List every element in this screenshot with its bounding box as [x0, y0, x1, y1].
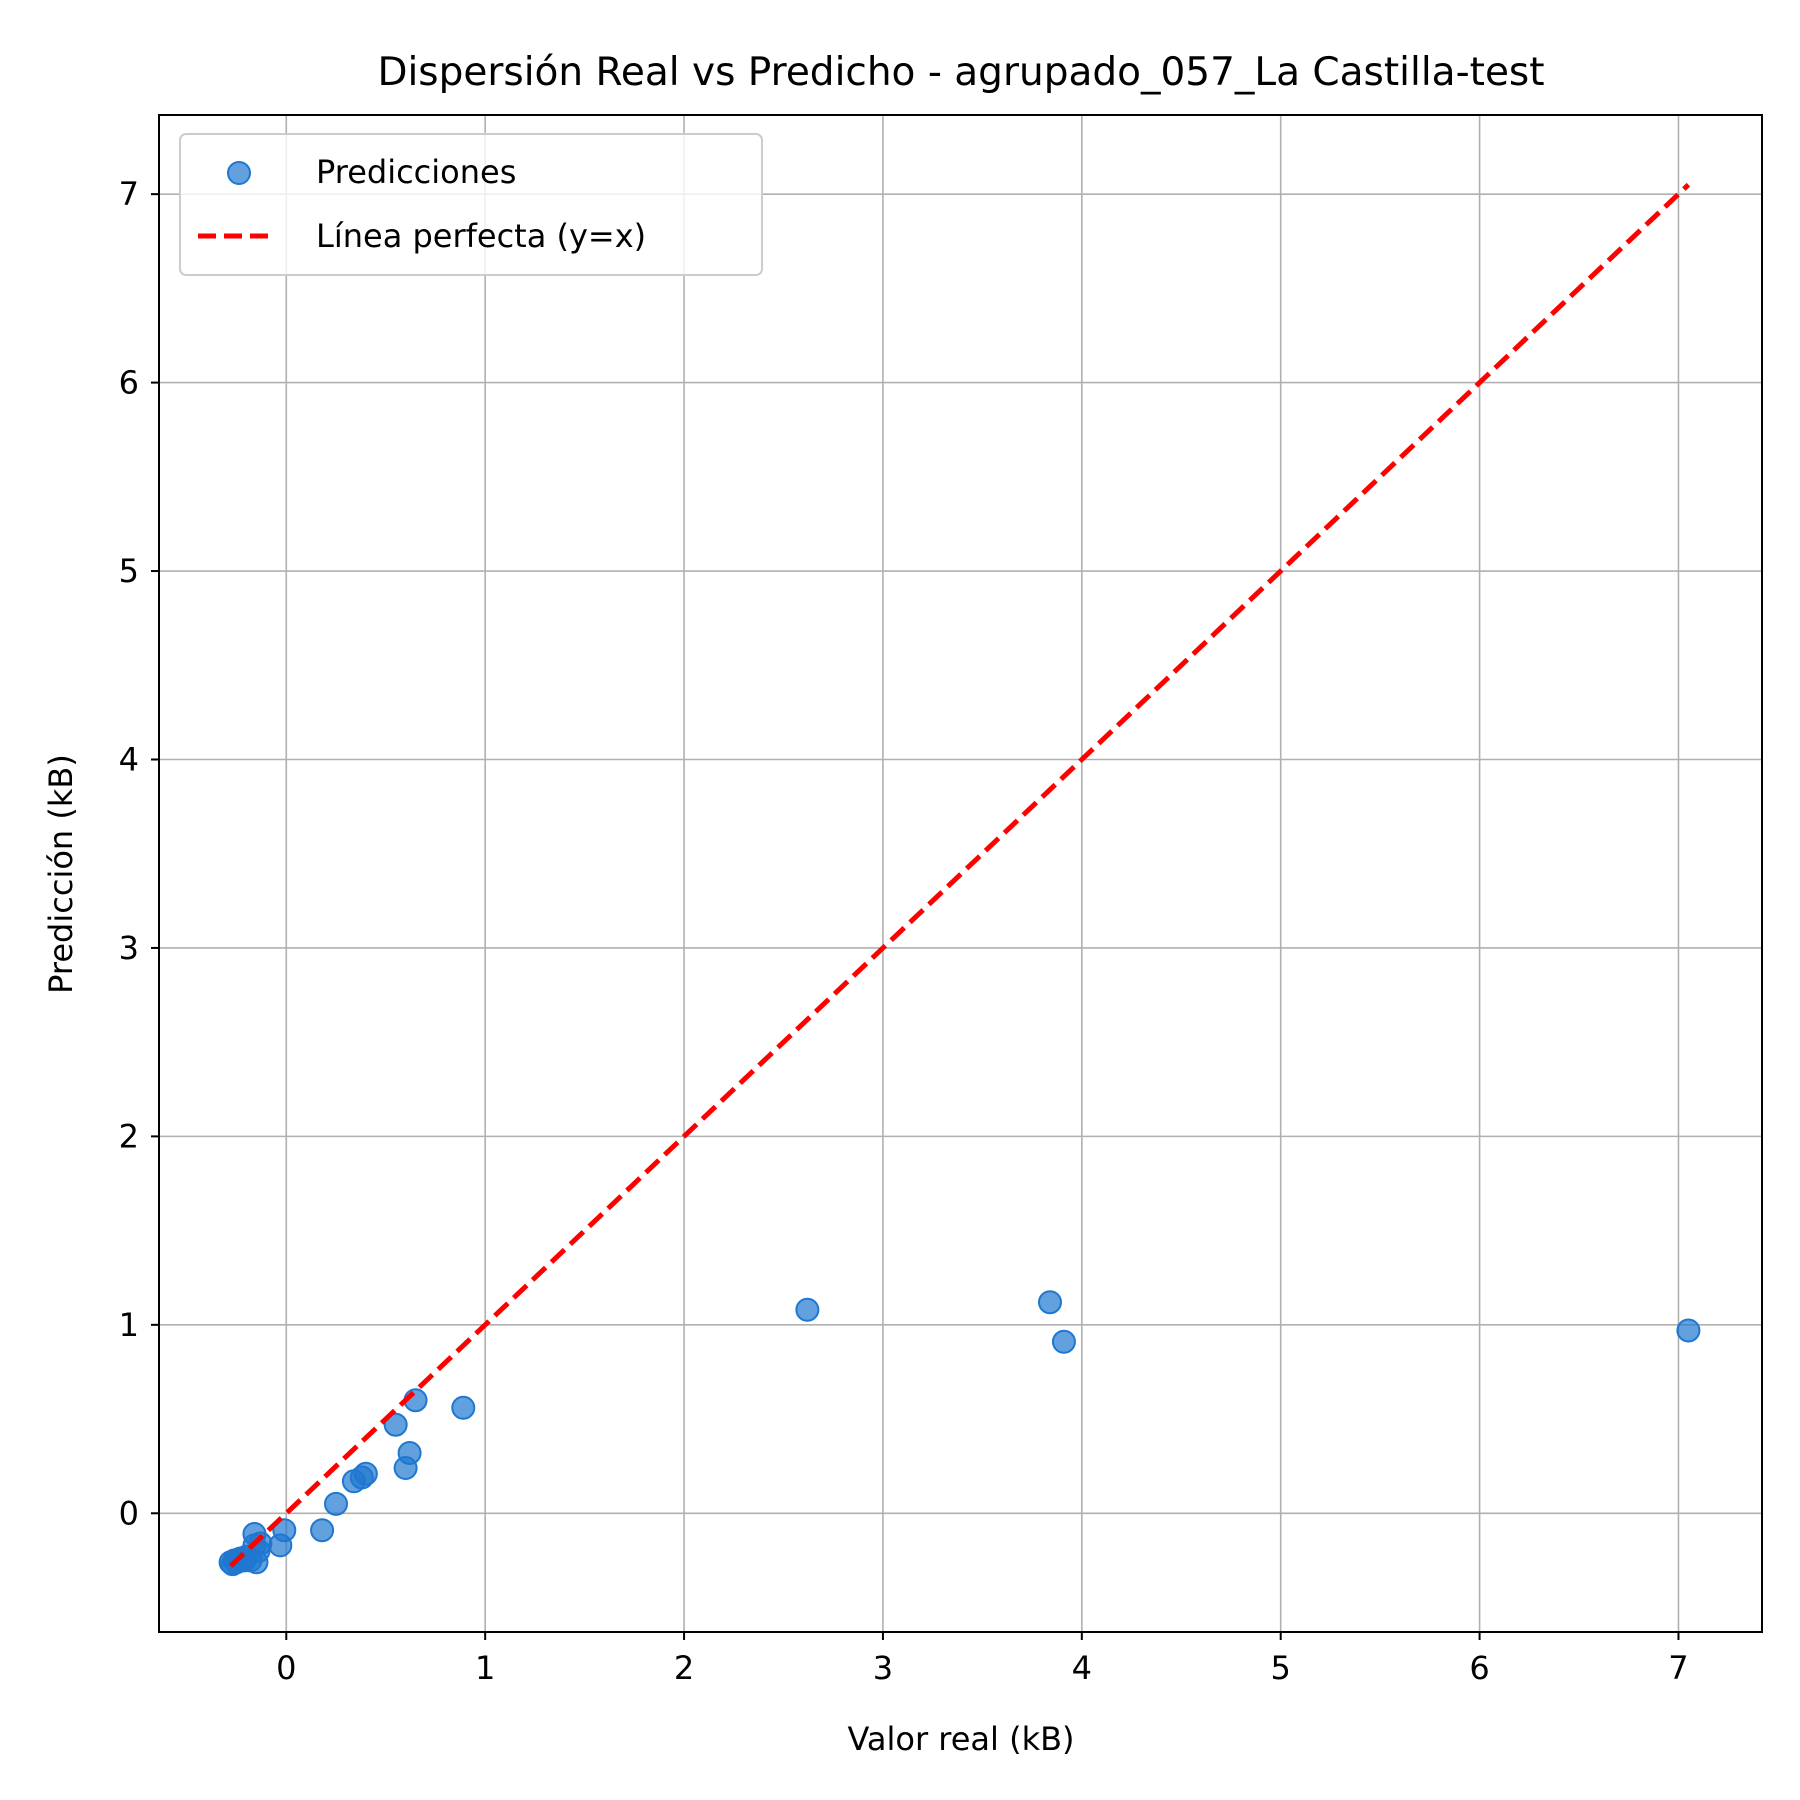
scatter-point: [272, 1518, 297, 1543]
x-tick-label: 0: [276, 1649, 296, 1687]
scatter-point: [1676, 1318, 1701, 1343]
y-tick-label: 1: [119, 1306, 139, 1344]
x-axis-label: Valor real (kB): [847, 1720, 1074, 1758]
x-tick-label: 2: [674, 1649, 694, 1687]
legend-label-predicciones: Predicciones: [316, 153, 516, 191]
scatter-point: [1051, 1329, 1076, 1354]
scatter-point: [1037, 1290, 1062, 1315]
x-tick-label: 1: [475, 1649, 495, 1687]
y-tick-label: 3: [119, 929, 139, 967]
scatter-point: [451, 1395, 476, 1420]
x-tick-label: 7: [1668, 1649, 1688, 1687]
y-tick-label: 6: [119, 364, 139, 402]
legend-marker-predicciones: [227, 161, 251, 185]
grid: [159, 115, 1762, 1632]
x-tick-label: 5: [1271, 1649, 1291, 1687]
scatter-point: [353, 1461, 378, 1486]
x-tick-label: 3: [873, 1649, 893, 1687]
legend-box: [179, 133, 763, 276]
plot-frame: [158, 114, 1763, 1633]
perfect-line: [228, 182, 1691, 1568]
scatter-point: [324, 1491, 349, 1516]
y-axis-label: Predicción (kB): [42, 754, 80, 994]
y-tick-label: 2: [119, 1117, 139, 1155]
y-tick-label: 4: [119, 740, 139, 778]
scatter-point: [383, 1412, 408, 1437]
scatter-point: [310, 1518, 335, 1543]
chart-title: Dispersión Real vs Predicho - agrupado_0…: [377, 50, 1544, 95]
legend: Predicciones Línea perfecta (y=x): [179, 133, 763, 276]
y-tick-label: 5: [119, 552, 139, 590]
y-tick-label: 0: [119, 1494, 139, 1532]
x-tick-label: 4: [1072, 1649, 1092, 1687]
data-layer: [218, 182, 1701, 1577]
scatter-point: [795, 1297, 820, 1322]
scatter-point: [397, 1440, 422, 1465]
axis-ticks: 0 1 2 3 4 5 6 7 0 1 2 3 4 5 6 7: [119, 175, 1689, 1687]
x-tick-label: 6: [1469, 1649, 1489, 1687]
legend-label-linea-perfecta: Línea perfecta (y=x): [316, 217, 646, 255]
y-tick-label: 7: [119, 175, 139, 213]
